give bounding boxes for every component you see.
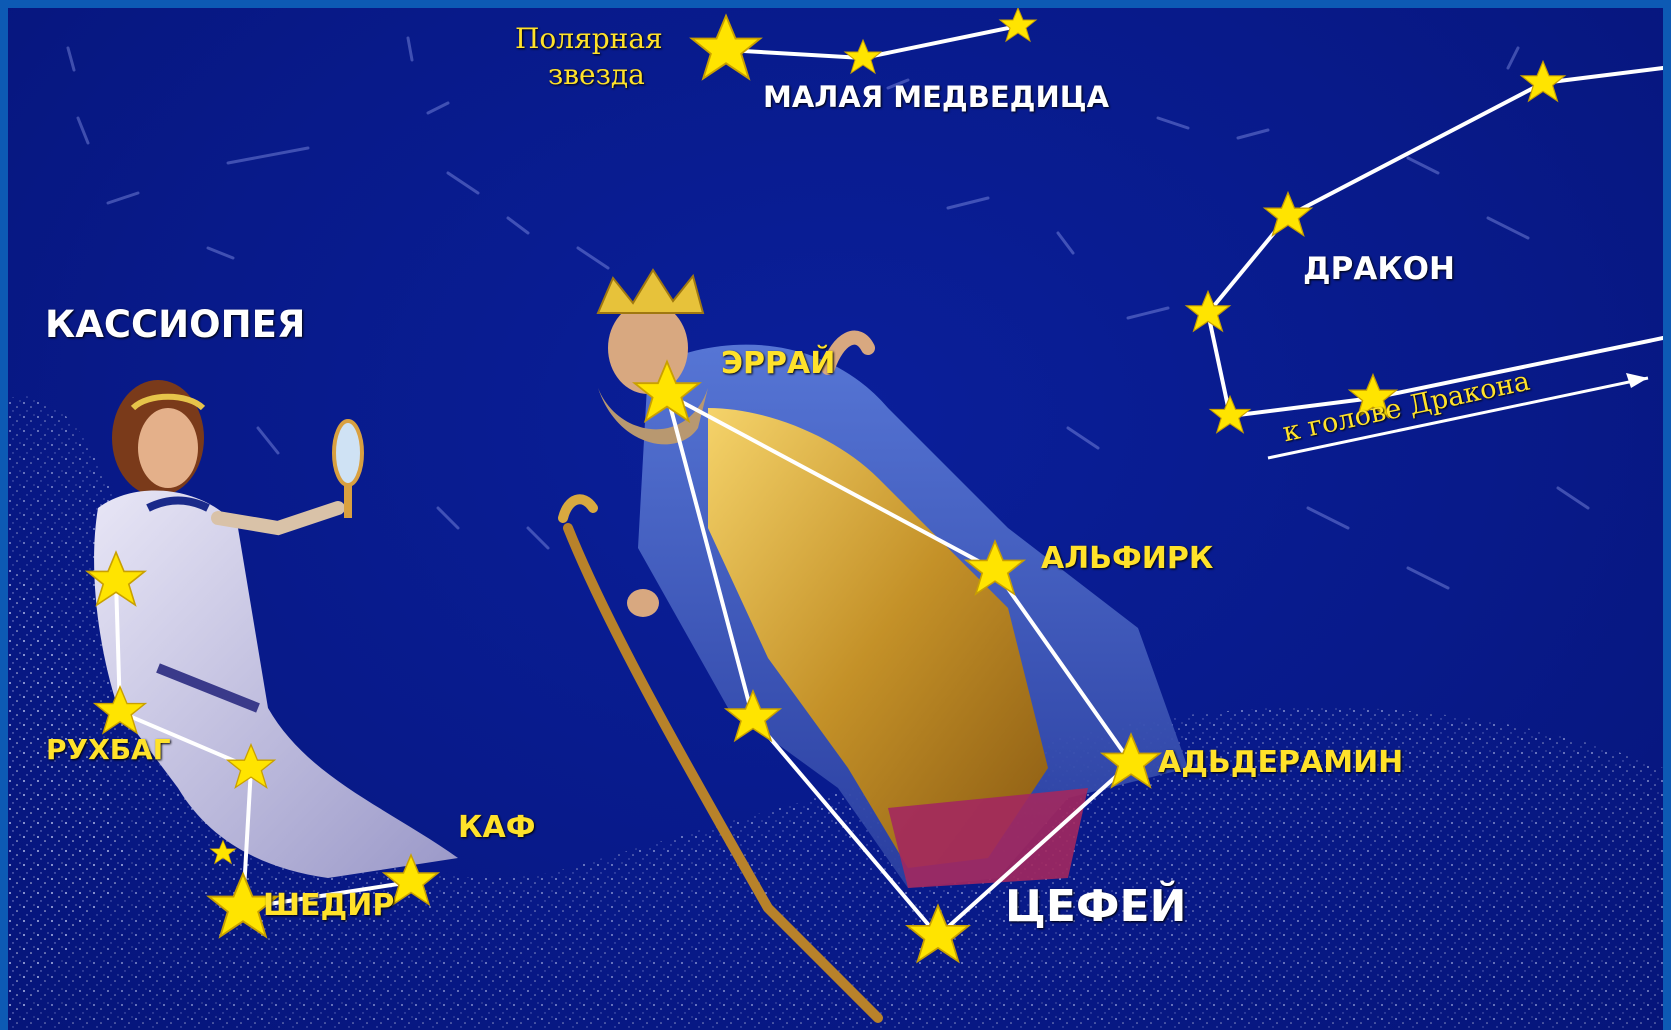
star-draco-1 — [1519, 59, 1567, 103]
milky-way-left — [8, 396, 1663, 1030]
star-errai — [632, 359, 702, 424]
cassiopeia-figure — [94, 380, 458, 878]
star-ruchbah — [92, 684, 148, 735]
polaris-label-line1: Полярная — [515, 22, 663, 55]
sky-streaks — [66, 36, 1590, 590]
star-cassiopeia-1 — [84, 550, 148, 607]
star-cepheus-bottom — [904, 903, 972, 964]
star-polaris — [689, 13, 763, 81]
star-alderamin — [1099, 732, 1163, 789]
star-map: Полярная звезда МАЛАЯ МЕДВЕДИЦА ДРАКОН к… — [8, 8, 1663, 1030]
star-draco-2 — [1262, 190, 1314, 238]
polaris-label-line2: звезда — [548, 58, 645, 91]
caph-label: КАФ — [458, 810, 536, 845]
star-cassiopeia-3 — [225, 742, 277, 790]
draco-head-arrow — [1267, 373, 1649, 460]
cepheus-label: ЦЕФЕЙ — [1005, 881, 1187, 932]
star-alfirk — [963, 539, 1027, 596]
alderamin-label: АДЬДЕРАМИН — [1158, 745, 1404, 780]
errai-label: ЭРРАЙ — [721, 346, 836, 381]
star-map-drawing — [8, 8, 1663, 1030]
cassiopeia-label: КАССИОПЕЯ — [45, 303, 306, 346]
star-cepheus-mid — [723, 689, 783, 743]
ruchbah-label: РУХБАГ — [46, 733, 171, 766]
star-draco-5 — [1347, 372, 1399, 420]
draco-label: ДРАКОН — [1303, 251, 1455, 287]
stars — [84, 8, 1567, 964]
cepheus-figure — [558, 268, 1188, 1023]
alfirk-label: АЛЬФИРК — [1041, 541, 1214, 576]
star-ursa-minor-3 — [998, 8, 1038, 43]
star-draco-3 — [1184, 289, 1232, 333]
milky-way-left-2 — [8, 568, 128, 1030]
schedar-label: ШЕДИР — [263, 888, 395, 923]
star-schedar — [206, 871, 280, 939]
star-caph — [381, 853, 441, 907]
cepheus-lines — [665, 392, 1134, 939]
star-draco-4 — [1208, 394, 1252, 434]
star-small — [209, 839, 237, 865]
star-ursa-minor-2 — [843, 38, 883, 75]
ursa-minor-label: МАЛАЯ МЕДВЕДИЦА — [763, 80, 1110, 114]
draco-lines — [1205, 66, 1663, 419]
